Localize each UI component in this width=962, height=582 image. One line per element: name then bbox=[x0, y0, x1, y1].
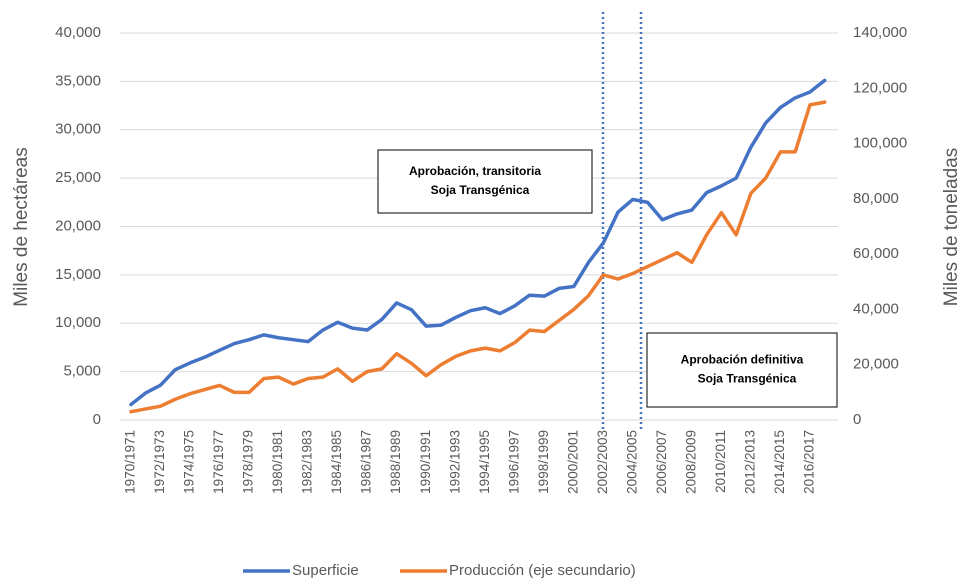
y-tick-label: 10,000 bbox=[55, 314, 101, 331]
y2-tick-label: 120,000 bbox=[853, 79, 907, 96]
annotation-text: Soja Transgénica bbox=[698, 372, 797, 386]
x-tick-label: 1976/1977 bbox=[211, 430, 226, 494]
legend-label: Producción (eje secundario) bbox=[449, 562, 636, 579]
series-line bbox=[129, 78, 827, 407]
y-tick-label: 25,000 bbox=[55, 169, 101, 186]
annotation-box bbox=[646, 332, 838, 408]
y2-tick-label: 0 bbox=[853, 411, 861, 428]
x-tick-label: 1996/1997 bbox=[506, 430, 521, 494]
y2-tick-label: 140,000 bbox=[853, 24, 907, 41]
x-tick-label: 2000/2001 bbox=[565, 430, 580, 494]
y-tick-label: 35,000 bbox=[55, 72, 101, 89]
series-line bbox=[129, 100, 827, 414]
y-tick-label: 0 bbox=[93, 411, 101, 428]
legend-label: Superficie bbox=[292, 562, 359, 579]
annotation-text: Aprobación, transitoria bbox=[409, 164, 541, 178]
x-tick-label: 1990/1991 bbox=[418, 430, 433, 494]
y-tick-label: 15,000 bbox=[55, 266, 101, 283]
y2-tick-label: 40,000 bbox=[853, 300, 899, 317]
x-tick-label: 1998/1999 bbox=[536, 430, 551, 494]
x-tick-label: 1994/1995 bbox=[477, 430, 492, 494]
y-axis-label: Miles de hectáreas bbox=[11, 147, 32, 306]
x-tick-label: 1982/1983 bbox=[300, 430, 315, 494]
x-tick-label: 1992/1993 bbox=[447, 430, 462, 494]
x-tick-label: 1972/1973 bbox=[152, 430, 167, 494]
y-tick-label: 5,000 bbox=[63, 363, 101, 380]
y2-axis-label: Miles de toneladas bbox=[941, 148, 962, 306]
x-tick-label: 2014/2015 bbox=[772, 430, 787, 494]
x-tick-label: 1988/1989 bbox=[388, 430, 403, 494]
x-tick-label: 1984/1985 bbox=[329, 430, 344, 494]
x-tick-label: 2004/2005 bbox=[624, 430, 639, 494]
annotation-box bbox=[377, 149, 593, 214]
x-tick-label: 2006/2007 bbox=[654, 430, 669, 494]
y2-tick-label: 60,000 bbox=[853, 245, 899, 262]
x-tick-label: 1970/1971 bbox=[123, 430, 138, 494]
x-tick-label: 2002/2003 bbox=[595, 430, 610, 494]
annotation-text: Soja Transgénica bbox=[431, 183, 530, 197]
y-tick-label: 40,000 bbox=[55, 24, 101, 41]
y2-tick-label: 80,000 bbox=[853, 190, 899, 207]
y2-tick-label: 20,000 bbox=[853, 356, 899, 373]
x-tick-label: 1978/1979 bbox=[241, 430, 256, 494]
x-tick-label: 1974/1975 bbox=[182, 430, 197, 494]
annotation-text: Aprobación definitiva bbox=[681, 353, 804, 367]
x-tick-label: 2016/2017 bbox=[802, 430, 817, 494]
y2-tick-label: 100,000 bbox=[853, 135, 907, 152]
x-tick-label: 1980/1981 bbox=[270, 430, 285, 494]
x-tick-label: 1986/1987 bbox=[359, 430, 374, 494]
x-tick-label: 2010/2011 bbox=[713, 430, 728, 493]
x-tick-label: 2008/2009 bbox=[683, 430, 698, 494]
y-tick-label: 20,000 bbox=[55, 217, 101, 234]
x-tick-label: 2012/2013 bbox=[742, 430, 757, 494]
y-tick-label: 30,000 bbox=[55, 121, 101, 138]
